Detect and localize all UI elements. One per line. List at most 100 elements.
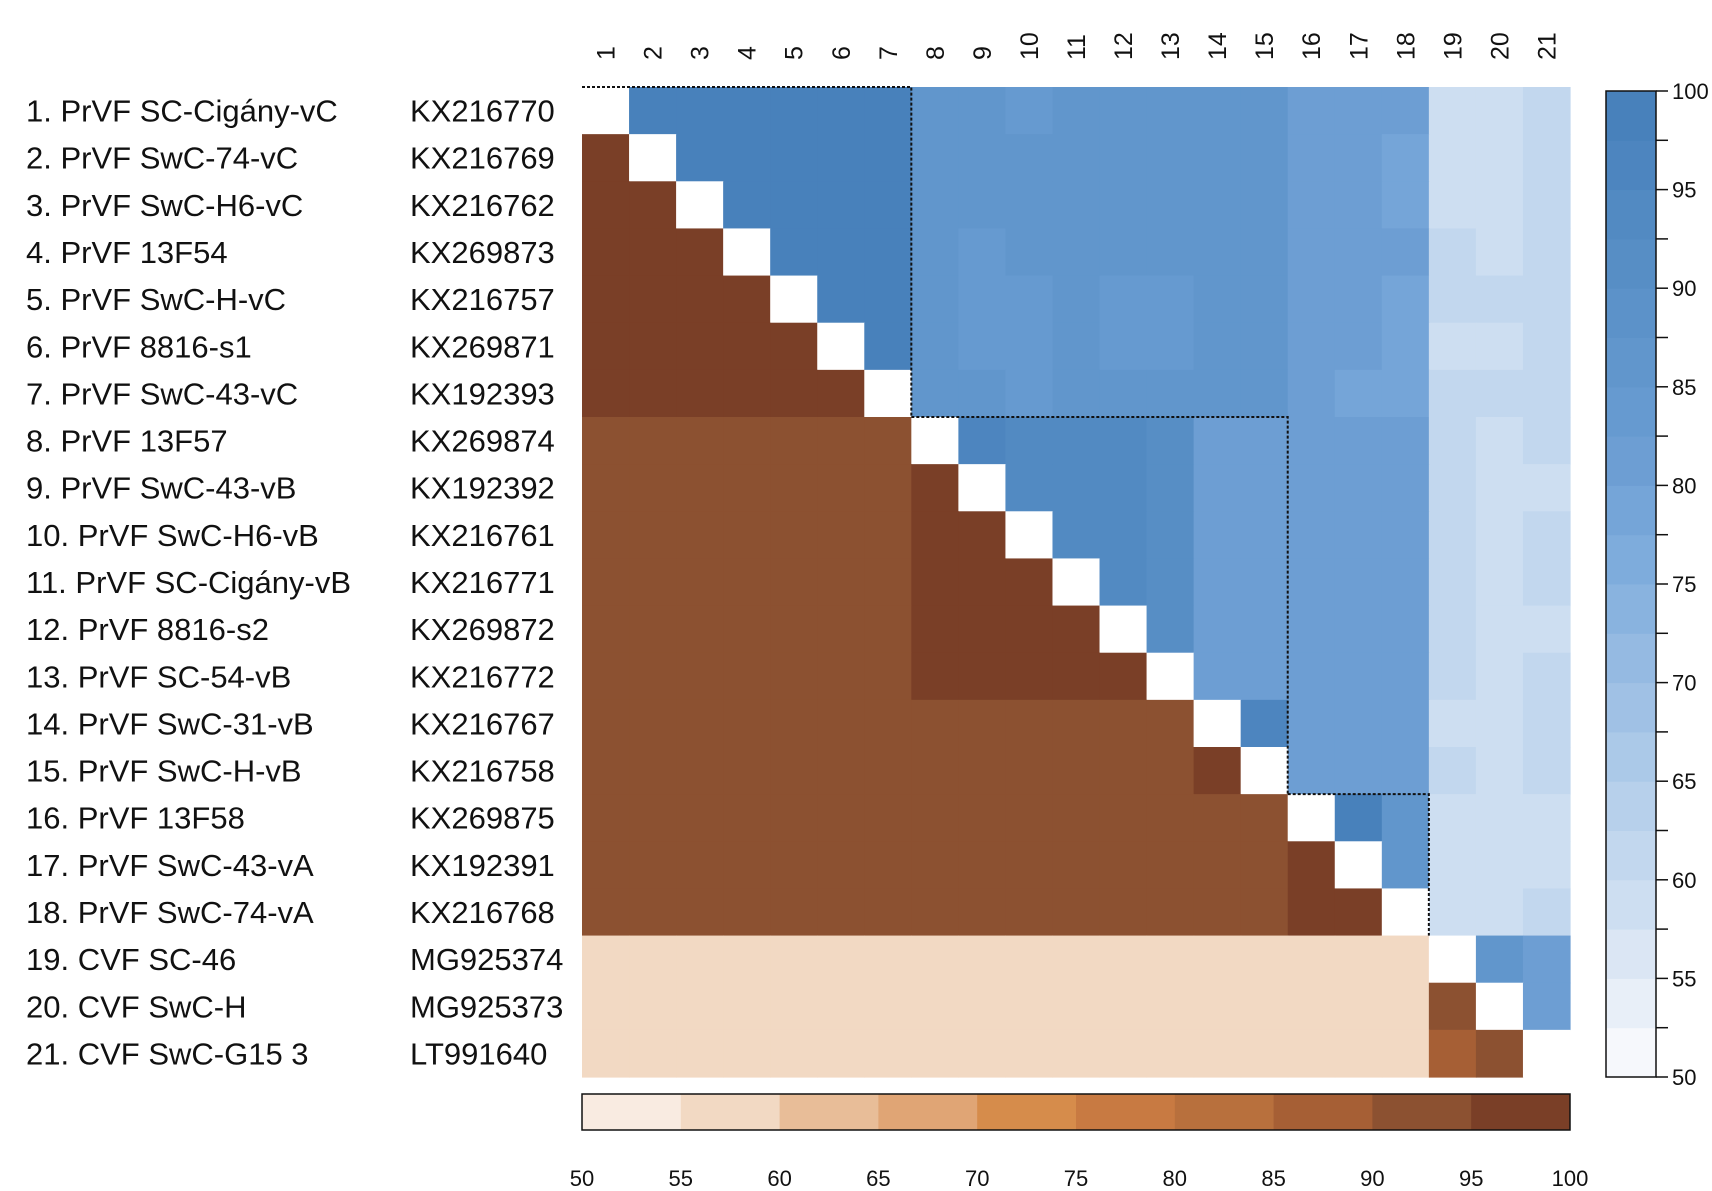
heatmap-cell bbox=[1052, 888, 1101, 937]
heatmap-cell bbox=[629, 699, 677, 748]
heatmap-cell bbox=[1287, 369, 1336, 418]
heatmap-cell bbox=[817, 134, 865, 182]
heatmap-cell bbox=[864, 275, 912, 324]
scale-swatch bbox=[1606, 386, 1656, 437]
heatmap-cell bbox=[958, 558, 1007, 607]
scale-swatch bbox=[1606, 91, 1656, 141]
heatmap-cell bbox=[676, 417, 724, 465]
scale-swatch bbox=[1606, 584, 1656, 634]
row-label: 16. PrVF 13F58 bbox=[26, 801, 245, 836]
heatmap-cell bbox=[676, 511, 724, 560]
heatmap-cell bbox=[582, 652, 630, 701]
heatmap-cell bbox=[1052, 1029, 1101, 1078]
heatmap-cell bbox=[1099, 699, 1148, 748]
heatmap-cell bbox=[864, 794, 912, 842]
heatmap-cell bbox=[1240, 417, 1289, 465]
heatmap-cell bbox=[1240, 322, 1289, 371]
accession-label: MG925373 bbox=[410, 989, 563, 1024]
heatmap-cell bbox=[1240, 87, 1289, 135]
heatmap-cell bbox=[582, 87, 630, 135]
heatmap-cell bbox=[1005, 369, 1054, 418]
heatmap-cell bbox=[1334, 87, 1383, 135]
heatmap-cell bbox=[676, 369, 724, 418]
column-label: 5 bbox=[781, 46, 809, 60]
heatmap-cell bbox=[958, 841, 1007, 890]
heatmap-cell bbox=[1522, 1029, 1571, 1078]
heatmap-cell bbox=[629, 464, 677, 512]
row-label: 1. PrVF SC-Cigány-vC bbox=[26, 94, 338, 129]
heatmap-cell bbox=[1287, 228, 1336, 277]
scale-swatch bbox=[1471, 1094, 1571, 1130]
heatmap-cell bbox=[1475, 511, 1524, 560]
heatmap-cell bbox=[582, 181, 630, 230]
heatmap-cell bbox=[1240, 275, 1289, 324]
heatmap-cell bbox=[723, 417, 771, 465]
heatmap-cell bbox=[629, 511, 677, 560]
scale-tick-label: 85 bbox=[1261, 1166, 1285, 1191]
heatmap-cell bbox=[1287, 1029, 1336, 1078]
heatmap-cell bbox=[770, 982, 818, 1031]
heatmap-cell bbox=[1475, 794, 1524, 842]
heatmap-cell bbox=[1146, 181, 1195, 230]
heatmap-cell bbox=[1522, 464, 1571, 512]
heatmap-cell bbox=[1099, 511, 1148, 560]
heatmap-cell bbox=[1475, 417, 1524, 465]
heatmap-cell bbox=[911, 652, 959, 701]
heatmap-cell bbox=[1005, 134, 1054, 182]
heatmap-cell bbox=[1193, 794, 1242, 842]
heatmap-cell bbox=[1522, 87, 1571, 135]
heatmap-cell bbox=[1240, 181, 1289, 230]
heatmap-cell bbox=[1240, 605, 1289, 654]
heatmap-cell bbox=[676, 982, 724, 1031]
heatmap-cell bbox=[1052, 228, 1101, 277]
scale-tick-label: 75 bbox=[1672, 572, 1696, 597]
heatmap-cell bbox=[1381, 369, 1430, 418]
heatmap-cell bbox=[582, 605, 630, 654]
heatmap-cell bbox=[1334, 417, 1383, 465]
heatmap-cell bbox=[1428, 1029, 1477, 1078]
heatmap-cell bbox=[958, 275, 1007, 324]
row-label: 8. PrVF 13F57 bbox=[26, 424, 228, 459]
heatmap-cell bbox=[958, 87, 1007, 135]
heatmap-cell bbox=[1240, 134, 1289, 182]
heatmap-cell bbox=[1005, 558, 1054, 607]
heatmap-cell bbox=[1052, 605, 1101, 654]
heatmap-cell bbox=[629, 134, 677, 182]
heatmap-cell bbox=[1334, 935, 1383, 984]
heatmap-cell bbox=[1334, 464, 1383, 512]
heatmap-cell bbox=[1428, 841, 1477, 890]
scale-tick-label: 50 bbox=[1672, 1065, 1696, 1090]
heatmap-cell bbox=[1193, 747, 1242, 795]
heatmap-cell bbox=[1287, 181, 1336, 230]
heatmap-cell bbox=[817, 417, 865, 465]
heatmap-cell bbox=[958, 747, 1007, 795]
heatmap-cell bbox=[582, 322, 630, 371]
heatmap-cell bbox=[1522, 794, 1571, 842]
heatmap-cell bbox=[629, 87, 677, 135]
heatmap-cell bbox=[864, 935, 912, 984]
heatmap-cell bbox=[911, 747, 959, 795]
heatmap-cell bbox=[1334, 982, 1383, 1031]
scale-swatch bbox=[1606, 337, 1656, 388]
heatmap-cell bbox=[1381, 228, 1430, 277]
heatmap-cell bbox=[1381, 275, 1430, 324]
column-label: 3 bbox=[687, 46, 715, 60]
heatmap-cell bbox=[817, 888, 865, 937]
accession-label: KX269874 bbox=[410, 424, 555, 459]
heatmap-cell bbox=[1005, 417, 1054, 465]
heatmap-cell bbox=[1052, 699, 1101, 748]
heatmap-cell bbox=[723, 181, 771, 230]
heatmap-cell bbox=[911, 982, 959, 1031]
heatmap-cell bbox=[629, 982, 677, 1031]
heatmap-cell bbox=[676, 841, 724, 890]
heatmap-cell bbox=[958, 699, 1007, 748]
heatmap-cell bbox=[1522, 558, 1571, 607]
heatmap-cell bbox=[1522, 982, 1571, 1031]
heatmap-cell bbox=[1522, 369, 1571, 418]
heatmap-cell bbox=[1052, 652, 1101, 701]
row-label: 20. CVF SwC-H bbox=[26, 989, 246, 1024]
heatmap-cell bbox=[817, 652, 865, 701]
heatmap-cell bbox=[629, 275, 677, 324]
heatmap-cell bbox=[1052, 134, 1101, 182]
